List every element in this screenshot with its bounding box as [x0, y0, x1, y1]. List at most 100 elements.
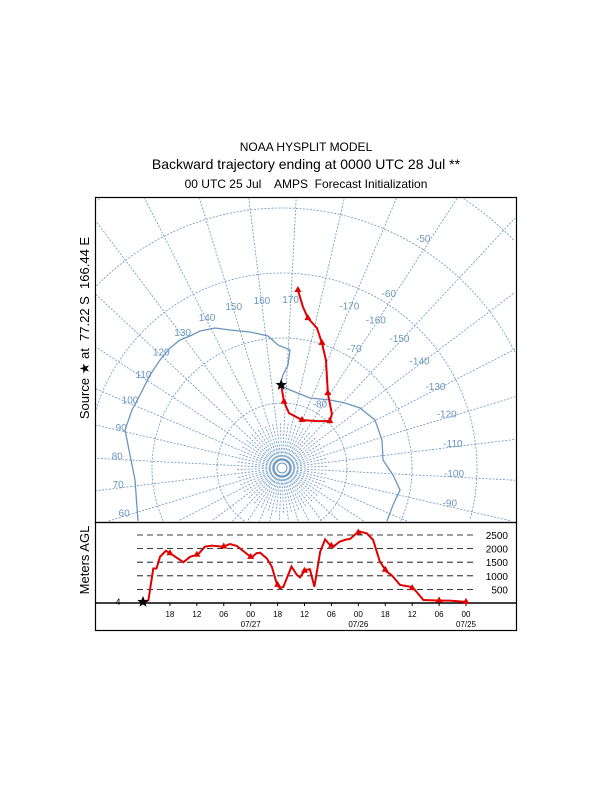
meridian-line	[286, 431, 311, 463]
height-marker	[435, 596, 443, 603]
source-star-icon	[137, 595, 149, 607]
date-label: 07/27	[241, 620, 262, 629]
meridian-line	[288, 443, 321, 465]
height-marker	[220, 542, 228, 549]
meridian-line	[259, 475, 280, 522]
height-panel: 2500 2000 1500 1000 500 4 18 12 06 00 18 12 06 00 18 12…	[96, 528, 516, 629]
trajectory-marker	[294, 285, 302, 292]
y-tick-label: 1500	[486, 558, 509, 569]
meridian-line	[275, 475, 282, 514]
meridian-line	[287, 292, 516, 464]
meridian-line	[283, 197, 345, 461]
figure-subtitle: 00 UTC 25 Jul AMPS Forecast Initializati…	[185, 177, 428, 191]
trajectory-marker	[326, 417, 334, 424]
meridian-line	[287, 437, 317, 464]
meridian-line	[248, 197, 282, 461]
meridian-line	[286, 473, 313, 503]
meridian-line	[177, 471, 276, 522]
latitude-label: -70	[347, 344, 362, 355]
meridian-line	[238, 453, 275, 466]
pole-circle	[273, 459, 291, 477]
longitude-label: 110	[136, 370, 152, 381]
x-tick-label: 12	[192, 610, 201, 619]
height-marker	[274, 580, 282, 587]
longitude-label: 130	[174, 328, 191, 339]
longitude-label: 90	[116, 423, 128, 434]
meridian-line	[289, 396, 516, 467]
x-tick-label: 06	[219, 610, 228, 619]
trajectory-path	[275, 285, 334, 424]
meridian-line	[269, 475, 281, 522]
figure-title: Backward trajectory ending at 0000 UTC 2…	[152, 156, 461, 172]
meridian-line	[284, 424, 297, 461]
meridian-line	[243, 471, 276, 493]
map-labels: 60 70 80 90 100 110 120 130 140 150 160 170 -170 -160…	[112, 234, 465, 519]
longitude-label: -110	[443, 439, 463, 450]
meridian-line	[285, 474, 307, 507]
trajectory-marker	[324, 389, 332, 396]
meridian-line	[282, 475, 289, 522]
longitude-label: -130	[425, 382, 445, 393]
y-tick-label: 2000	[486, 545, 509, 556]
source-star-icon	[275, 378, 287, 390]
meridian-line	[267, 475, 280, 512]
meridian-line	[282, 197, 297, 461]
x-tick-label: 00	[462, 610, 471, 619]
longitude-label: -90	[443, 499, 458, 510]
longitude-label: 120	[153, 347, 170, 358]
meridian-line	[95, 424, 275, 467]
trajectory-marker	[280, 397, 288, 404]
meridian-line	[289, 470, 408, 522]
height-marker	[381, 565, 389, 572]
longitude-label: -120	[437, 410, 457, 421]
height-marker	[327, 541, 335, 548]
longitude-label: -160	[366, 316, 386, 327]
meridian-line	[281, 475, 284, 514]
x-tick-label: 00	[246, 610, 255, 619]
meridian-line	[251, 433, 278, 463]
latitude-circle	[151, 337, 413, 522]
x-tick-label: 06	[327, 610, 336, 619]
meridian-line	[253, 473, 278, 505]
latitude-label: -60	[382, 289, 397, 300]
meridian-line	[95, 388, 275, 466]
meridian-line	[95, 457, 275, 468]
longitude-label: 140	[199, 313, 216, 324]
meridian-line	[272, 423, 281, 461]
x-tick-label: 12	[300, 610, 309, 619]
meridian-line	[285, 427, 304, 462]
height-frame	[94, 521, 518, 632]
meridian-line	[289, 469, 512, 522]
y-tick-label: 1000	[486, 572, 509, 583]
longitude-label: -100	[444, 469, 464, 480]
longitude-label: 60	[119, 508, 131, 519]
longitude-label: 80	[112, 451, 124, 462]
meridian-line	[286, 473, 323, 522]
meridian-line	[287, 472, 319, 497]
antarctica-coastline	[124, 327, 401, 522]
longitude-label: 150	[225, 302, 242, 313]
meridian-line	[282, 422, 289, 461]
meridian-line	[287, 473, 340, 522]
start-height-label: 4	[115, 597, 120, 607]
meridian-line	[288, 471, 323, 490]
meridian-line	[289, 468, 516, 481]
meridian-line	[289, 458, 327, 467]
meridian-line	[289, 450, 325, 466]
meridian-line	[285, 474, 310, 522]
pole-circle	[276, 462, 288, 474]
meridian-line	[264, 425, 280, 461]
meridian-line	[211, 472, 277, 522]
meridian-line	[283, 475, 292, 513]
meridian-line	[245, 439, 277, 464]
meridian-line	[108, 469, 275, 522]
meridian-line	[288, 348, 516, 465]
trajectory-marker	[318, 338, 326, 345]
meridian-line	[95, 468, 275, 492]
height-marker	[193, 550, 201, 557]
meridian-line	[278, 475, 282, 522]
source-label: Source ★ at 77.22 S 166.44 E	[77, 237, 92, 420]
x-tick-label: 12	[408, 610, 417, 619]
meridian-line	[289, 466, 328, 469]
meridian-line	[199, 197, 281, 461]
